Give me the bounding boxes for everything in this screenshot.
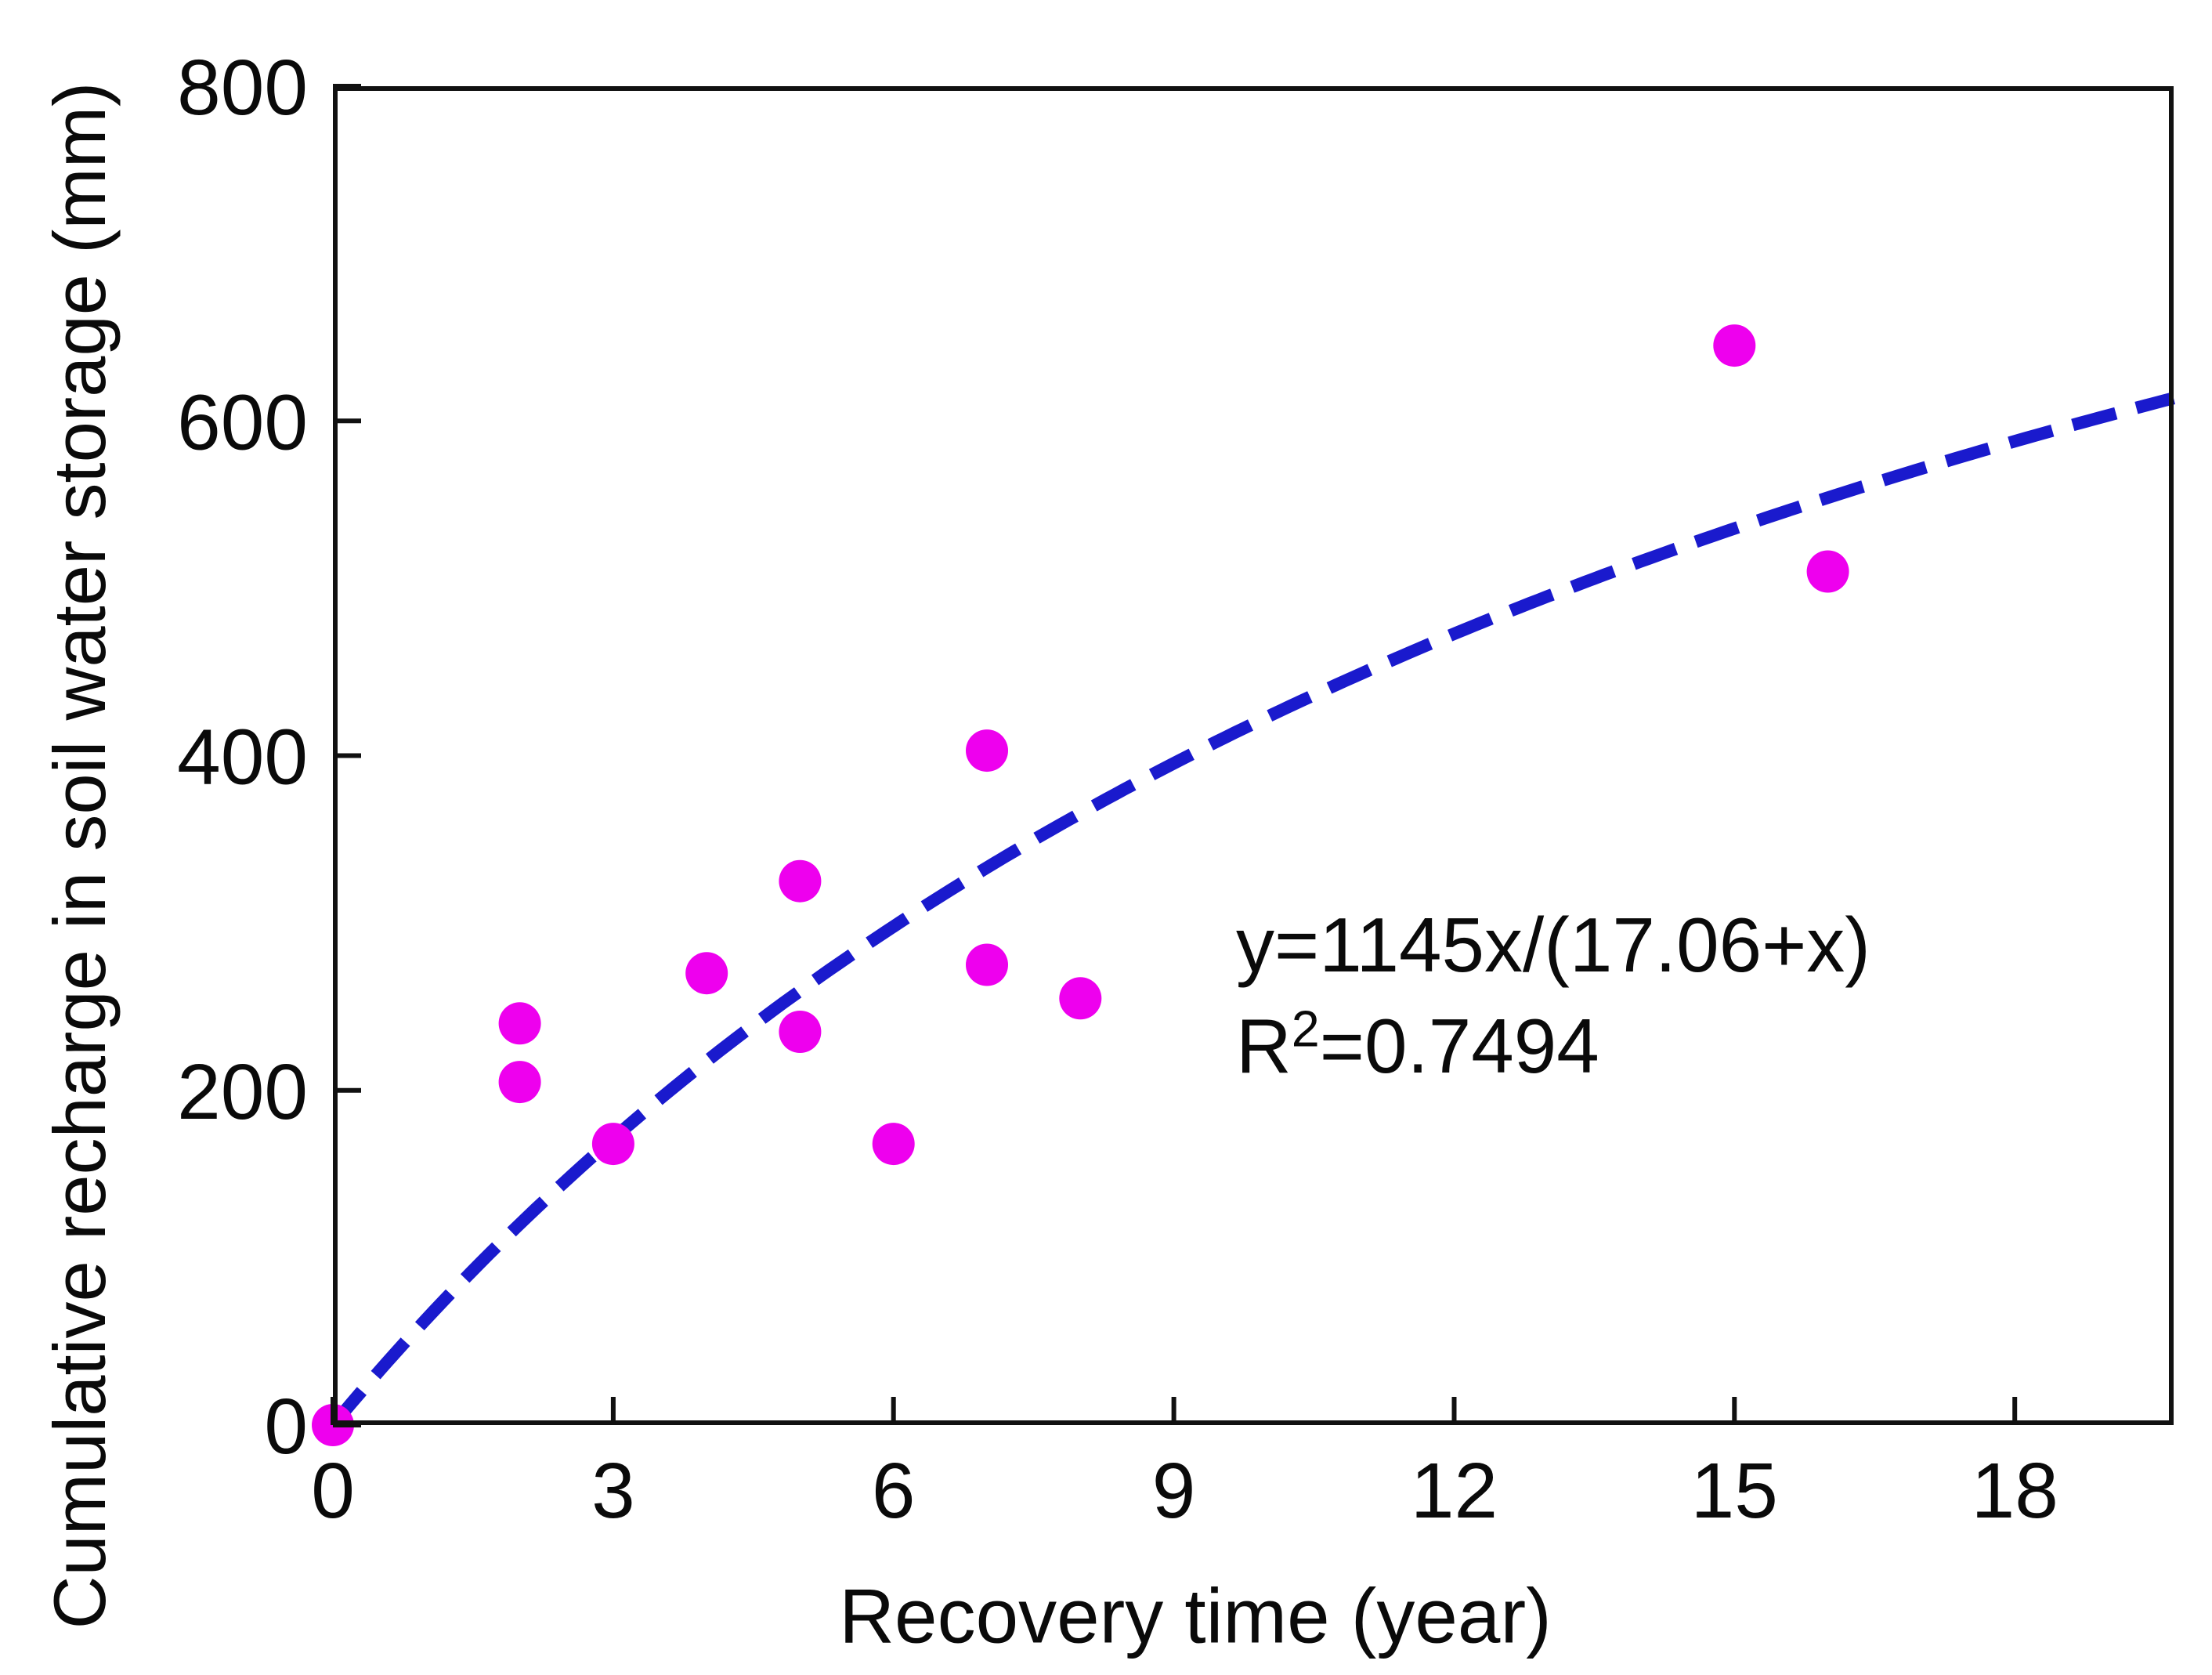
- data-point: [872, 1123, 915, 1166]
- fit-equation-line1: y=1145x/(17.06+x): [1236, 902, 1870, 988]
- x-tick-label: 6: [872, 1447, 916, 1535]
- x-tick-label: 0: [311, 1447, 355, 1535]
- data-point: [966, 943, 1008, 986]
- data-point: [1059, 977, 1102, 1020]
- fit-equation-annotation: y=1145x/(17.06+x) R2=0.7494: [1236, 895, 1870, 1098]
- fit-curve: [327, 392, 2175, 1430]
- data-point: [1806, 550, 1849, 593]
- r-squared-value: =0.7494: [1319, 1003, 1599, 1090]
- r-squared-superscript: 2: [1291, 1000, 1320, 1058]
- plot-area: 0 3 6 9 12 15 18 0 200 400 600 800: [177, 44, 2175, 1535]
- x-axis-title: Recovery time (year): [839, 1572, 1552, 1659]
- x-tick-label: 15: [1691, 1447, 1778, 1535]
- y-axis-title: Cumulative recharge in soil water storag…: [38, 81, 121, 1630]
- data-point: [591, 1123, 634, 1166]
- plot-border: [333, 86, 2174, 1425]
- data-point: [685, 952, 728, 995]
- y-tick-label: 800: [177, 44, 308, 132]
- data-point: [966, 729, 1008, 772]
- data-point: [1713, 324, 1756, 367]
- data-point: [779, 859, 822, 903]
- data-point: [779, 1011, 822, 1053]
- data-point: [498, 1002, 541, 1045]
- y-tick-label: 400: [177, 714, 308, 801]
- x-tick-label: 9: [1152, 1447, 1196, 1535]
- r-squared-base: R: [1236, 1003, 1292, 1090]
- x-tick-label: 12: [1411, 1447, 1498, 1535]
- y-tick-label: 200: [177, 1048, 308, 1136]
- data-point: [498, 1061, 541, 1104]
- x-tick-label: 3: [591, 1447, 635, 1535]
- y-tick-label: 600: [177, 378, 308, 466]
- x-tick-label: 18: [1972, 1447, 2058, 1535]
- y-tick-label: 0: [264, 1383, 308, 1471]
